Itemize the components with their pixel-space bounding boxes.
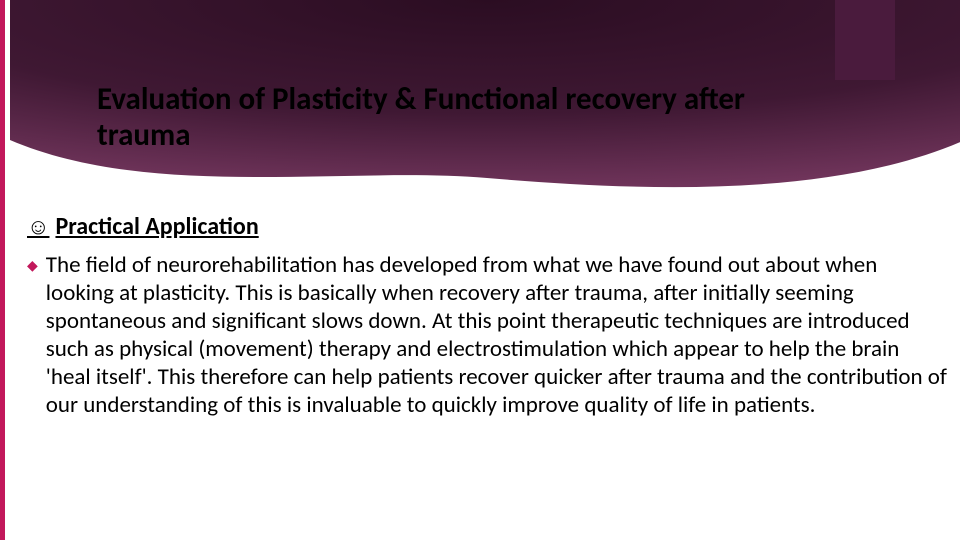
body-text: The field of neurorehabilitation has dev…	[46, 251, 947, 419]
diamond-bullet-icon: ◆	[27, 259, 38, 273]
slide-title: Evaluation of Plasticity & Functional re…	[97, 82, 837, 153]
subheading-text: Practical Application	[55, 212, 258, 241]
smiley-icon: ☺	[27, 216, 49, 238]
content-subheading: ☺ Practical Application	[27, 212, 947, 241]
body-row: ◆ The field of neurorehabilitation has d…	[27, 251, 947, 419]
header-accent-tab	[835, 0, 895, 80]
slide: Evaluation of Plasticity & Functional re…	[0, 0, 960, 540]
slide-content: ☺ Practical Application ◆ The field of n…	[27, 212, 947, 419]
